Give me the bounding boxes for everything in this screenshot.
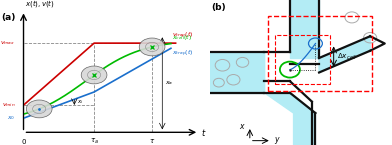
Circle shape <box>81 66 107 84</box>
Text: $x_i$: $x_i$ <box>77 98 83 106</box>
Text: $v_{max}$: $v_{max}$ <box>0 39 16 47</box>
Text: $x(t), v(t)$: $x(t), v(t)$ <box>25 0 55 9</box>
Circle shape <box>139 38 165 56</box>
Text: $x$: $x$ <box>240 122 246 131</box>
Polygon shape <box>264 52 316 145</box>
Text: (a): (a) <box>2 13 16 22</box>
Bar <box>268 16 372 91</box>
Text: $v_{min}$: $v_{min}$ <box>2 101 16 109</box>
Text: (b): (b) <box>212 3 226 12</box>
Bar <box>210 52 264 93</box>
Circle shape <box>26 100 52 118</box>
Text: $v_{trap}(t)$: $v_{trap}(t)$ <box>172 31 194 41</box>
Text: $t$: $t$ <box>201 127 206 138</box>
Bar <box>290 0 319 58</box>
Polygon shape <box>319 36 370 72</box>
Text: $\tau$: $\tau$ <box>149 137 155 145</box>
Bar <box>275 35 330 84</box>
Text: $\Delta x_{cell}$: $\Delta x_{cell}$ <box>337 51 357 62</box>
Text: $x_{trap}(t)$: $x_{trap}(t)$ <box>172 49 194 59</box>
Text: $x_a$: $x_a$ <box>165 79 173 87</box>
Text: $0$: $0$ <box>20 137 27 145</box>
Text: $x_0$: $x_0$ <box>7 114 16 122</box>
Text: $x_{cell}(t)$: $x_{cell}(t)$ <box>172 33 193 42</box>
Text: $\tau_a$: $\tau_a$ <box>90 137 98 145</box>
Text: $y$: $y$ <box>274 135 280 145</box>
